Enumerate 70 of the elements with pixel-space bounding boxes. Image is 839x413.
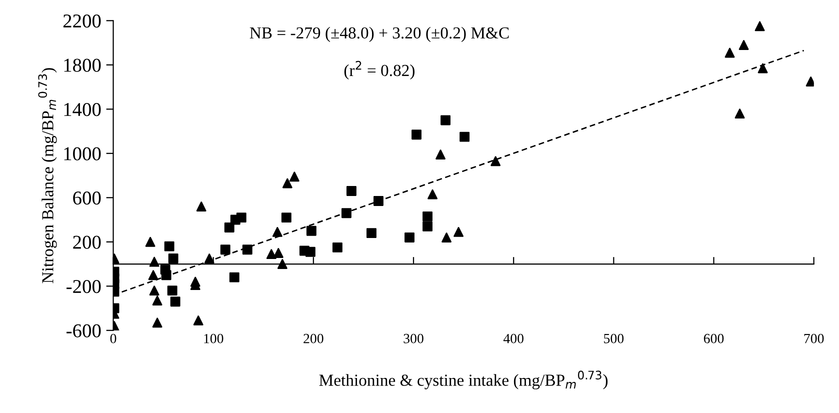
point — [436, 150, 446, 160]
point — [161, 270, 172, 280]
point — [167, 286, 178, 296]
point — [454, 226, 464, 237]
point — [220, 244, 230, 255]
point — [374, 196, 384, 206]
point — [428, 189, 438, 200]
y-tick-label: -600 — [66, 324, 101, 338]
point — [149, 286, 160, 296]
x-axis-title: Methionine & cystine intake (mg/BP$_{m}$$^{0.73}$) — [319, 370, 608, 390]
point — [277, 259, 288, 269]
y-tick-label: 200 — [73, 236, 101, 249]
point — [242, 244, 252, 255]
point — [193, 315, 204, 326]
point — [341, 208, 352, 218]
y-tick-label: 2200 — [63, 14, 101, 28]
y-tick-label: 1000 — [64, 147, 101, 160]
point — [306, 226, 316, 236]
point — [236, 212, 246, 223]
point — [196, 202, 206, 212]
point — [148, 270, 158, 280]
point — [281, 212, 292, 223]
y-axis-title: Nitrogen Balance (mg/BP$_{m}$$^{0.73}$) — [38, 68, 57, 284]
point — [266, 249, 276, 260]
point — [224, 222, 234, 232]
point — [422, 211, 432, 222]
x-tick-label: 400 — [503, 334, 524, 344]
point — [289, 172, 300, 182]
point — [273, 248, 284, 258]
point — [460, 132, 470, 142]
point — [366, 228, 376, 238]
y-tick-label: 1800 — [64, 58, 101, 72]
point — [190, 276, 200, 287]
x-tick-label: 600 — [704, 334, 724, 344]
point — [754, 21, 765, 32]
point — [229, 272, 240, 282]
point — [724, 48, 735, 58]
point — [734, 108, 745, 119]
point — [738, 40, 749, 50]
point — [412, 130, 422, 140]
point — [204, 254, 214, 264]
point — [282, 178, 292, 188]
y-tick-label: -200 — [66, 280, 101, 294]
point — [332, 242, 342, 252]
x-tick-label: 100 — [204, 334, 224, 344]
y-tick-label: 600 — [73, 191, 101, 205]
point — [404, 232, 414, 242]
x-tick-label: 0 — [110, 334, 116, 344]
point — [440, 115, 451, 126]
point — [305, 246, 316, 257]
point — [164, 241, 174, 252]
point — [442, 232, 452, 242]
point — [152, 318, 162, 328]
x-tick-label: 700 — [804, 334, 824, 344]
x-tick-label: 200 — [304, 334, 324, 344]
annotation: (r$^{2}$ = 0.82) — [344, 60, 414, 80]
point — [272, 226, 282, 237]
point — [422, 221, 432, 232]
x-tick-label: 500 — [604, 334, 624, 344]
point — [490, 156, 501, 166]
x-tick-label: 300 — [404, 334, 424, 344]
y-tick-label: 1400 — [64, 102, 101, 116]
point — [346, 186, 356, 196]
point — [168, 254, 178, 264]
annotation: NB = -279 (±48.0) + 3.20 (±0.2) M&C — [250, 26, 509, 42]
point — [152, 296, 162, 306]
point — [758, 63, 768, 74]
point — [149, 256, 160, 267]
point — [170, 296, 180, 307]
point — [145, 236, 156, 247]
